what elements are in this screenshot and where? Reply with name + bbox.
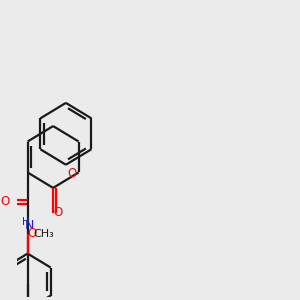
Text: N: N: [25, 219, 34, 232]
Text: CH₃: CH₃: [33, 229, 54, 239]
Text: O: O: [1, 195, 10, 208]
Text: O: O: [53, 206, 63, 219]
Text: O: O: [68, 167, 77, 180]
Text: O: O: [28, 227, 37, 240]
Text: H: H: [22, 217, 29, 227]
